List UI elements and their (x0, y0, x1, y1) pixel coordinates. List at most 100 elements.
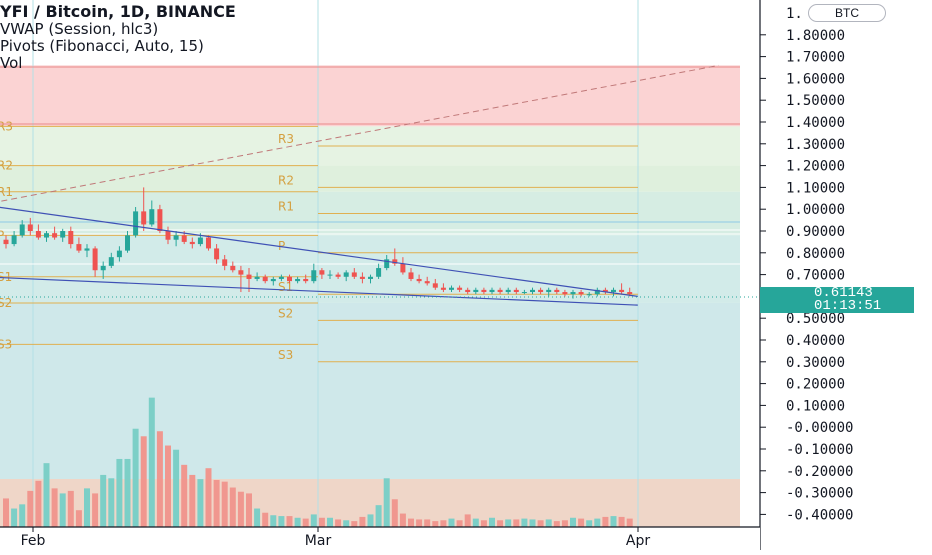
price-axis-label: -0.30000 (786, 486, 853, 502)
volume-bar (124, 458, 131, 527)
price-axis-label: 1.50000 (786, 93, 845, 109)
candle-body (173, 235, 179, 240)
volume-bar (148, 397, 155, 527)
volume-bar (408, 518, 414, 527)
dashed-projection-line (0, 64, 719, 202)
pivot-label-r3: R3 (0, 119, 13, 133)
price-axis-label: 1.00000 (786, 202, 845, 218)
volume-bar (318, 517, 325, 527)
indicator-pivots[interactable]: Pivots (Fibonacci, Auto, 15) (0, 37, 204, 55)
indicator-vwap[interactable]: VWAP (Session, hlc3) (0, 20, 159, 38)
pivot-label-p: P (0, 228, 4, 242)
candle-body (497, 289, 503, 293)
volume-bar (132, 428, 139, 527)
candle-body (68, 231, 74, 245)
volume-bar (521, 518, 528, 527)
candle-body (562, 292, 568, 295)
volume-bar (43, 463, 50, 527)
candle-body (76, 244, 82, 251)
volume-bar (27, 490, 34, 527)
pivot-label-p: P (278, 239, 285, 253)
trendline-upper (0, 206, 638, 297)
volume-bar (254, 508, 261, 527)
volume-bar (497, 520, 504, 527)
volume-bar (489, 517, 495, 527)
volume-bar (618, 516, 625, 527)
volume-bar (140, 436, 147, 527)
pivot-zone-band (318, 235, 740, 303)
volume-bar (343, 520, 350, 527)
candle-body (611, 289, 616, 293)
price-axis-label: 0.30000 (786, 355, 845, 371)
price-axis-label: 1. (786, 6, 803, 22)
volume-bar (578, 518, 585, 527)
symbol-title[interactable]: YFI / Bitcoin, 1D, BINANCE (0, 2, 236, 21)
volume-bar (464, 514, 471, 527)
volume-bar (513, 519, 520, 527)
candle-body (619, 289, 625, 293)
pivot-label-s2: S2 (278, 306, 293, 320)
price-axis-label: 0.70000 (786, 268, 845, 284)
candle-body (214, 248, 220, 260)
volume-bar (440, 520, 447, 527)
candle-body (246, 274, 252, 279)
candle-body (262, 276, 268, 282)
candle-body (149, 209, 155, 225)
price-axis-label: 1.30000 (786, 137, 845, 153)
candle-body (335, 274, 341, 277)
volume-bar (165, 445, 171, 527)
time-axis-label: Mar (305, 533, 332, 549)
pivot-label-r1: R1 (278, 200, 294, 214)
candle-body (481, 289, 487, 293)
candle-body (311, 270, 317, 282)
candle-body (206, 237, 211, 249)
time-axis-label: Apr (626, 533, 650, 549)
pivot-label-s1: S1 (0, 270, 12, 284)
volume-bar (416, 519, 423, 527)
candle-body (359, 276, 365, 279)
price-axis-label: -0.40000 (786, 507, 853, 523)
volume-bar (205, 468, 212, 527)
candle-body (222, 259, 228, 266)
candle-body (570, 292, 576, 295)
candle-body (84, 248, 90, 251)
volume-bar (570, 517, 576, 527)
volume-bar (626, 518, 633, 527)
candle-body (230, 265, 236, 271)
candle-body (11, 235, 17, 245)
candle-body (384, 259, 390, 269)
volume-bar (367, 514, 374, 527)
candle-body (125, 235, 130, 251)
volume-bar (246, 493, 252, 527)
candle-body (35, 231, 41, 238)
volume-bar (189, 474, 196, 527)
price-axis-label: 1.10000 (786, 180, 845, 196)
candle-body (351, 272, 357, 277)
pivot-zone-band (318, 65, 740, 127)
candle-body (108, 257, 114, 266)
volume-bar (294, 517, 301, 527)
volume-bar (229, 487, 236, 527)
candle-body (400, 263, 406, 273)
candle-body (295, 278, 301, 282)
candle-body (27, 224, 33, 231)
candle-body (627, 292, 633, 295)
candle-body (303, 278, 309, 282)
pivot-zone-band (0, 126, 318, 166)
volume-bar (108, 478, 115, 527)
candle-body (546, 289, 552, 293)
candle-body (376, 268, 382, 277)
pivot-zone-band (0, 165, 318, 192)
volume-bar (561, 520, 568, 527)
volume-bar (335, 519, 342, 527)
volume-bar (505, 519, 512, 527)
currency-badge[interactable]: BTC (808, 4, 886, 22)
price-axis-label: 1.40000 (786, 115, 845, 131)
candle-body (165, 231, 171, 240)
candle-body (319, 270, 325, 275)
candle-body (92, 248, 98, 271)
indicator-vol[interactable]: Vol (0, 54, 23, 72)
volume-bar (391, 499, 398, 527)
